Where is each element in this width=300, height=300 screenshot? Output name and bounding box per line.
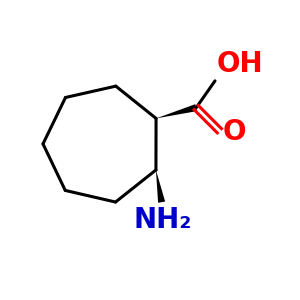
- Text: O: O: [223, 118, 246, 146]
- Polygon shape: [156, 104, 197, 118]
- Polygon shape: [156, 170, 165, 203]
- Text: NH₂: NH₂: [134, 206, 192, 234]
- Text: OH: OH: [217, 50, 263, 79]
